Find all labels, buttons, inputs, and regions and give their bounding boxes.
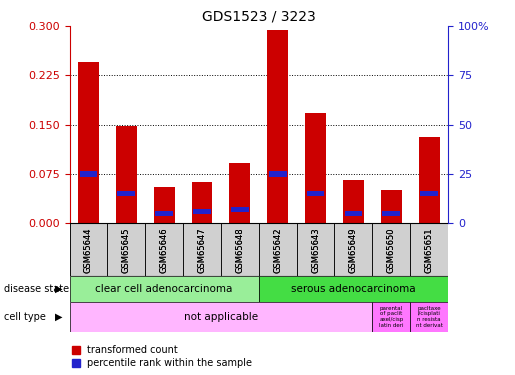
Text: GSM65644: GSM65644 bbox=[84, 227, 93, 273]
Bar bbox=[183, 223, 221, 276]
Text: GSM65650: GSM65650 bbox=[387, 227, 396, 273]
Text: GSM65650: GSM65650 bbox=[387, 227, 396, 273]
Text: cell type: cell type bbox=[4, 312, 46, 322]
Text: GSM65643: GSM65643 bbox=[311, 227, 320, 273]
Bar bbox=[70, 302, 372, 332]
Text: GSM65642: GSM65642 bbox=[273, 227, 282, 273]
Text: GSM65649: GSM65649 bbox=[349, 227, 358, 273]
Text: GSM65647: GSM65647 bbox=[198, 227, 207, 273]
Legend: transformed count, percentile rank within the sample: transformed count, percentile rank withi… bbox=[72, 345, 252, 368]
Title: GDS1523 / 3223: GDS1523 / 3223 bbox=[202, 10, 316, 24]
Text: serous adenocarcinoma: serous adenocarcinoma bbox=[291, 284, 416, 294]
Bar bbox=[383, 211, 400, 216]
Bar bbox=[230, 163, 250, 223]
Text: GSM65643: GSM65643 bbox=[311, 227, 320, 273]
Text: GSM65649: GSM65649 bbox=[349, 227, 358, 273]
Bar bbox=[78, 62, 99, 223]
Bar bbox=[420, 191, 438, 196]
Bar bbox=[269, 171, 286, 177]
Text: ▶: ▶ bbox=[55, 312, 62, 322]
Bar bbox=[116, 126, 136, 223]
Bar bbox=[193, 209, 211, 214]
Bar bbox=[410, 223, 448, 276]
Bar bbox=[307, 191, 324, 196]
Text: GSM65642: GSM65642 bbox=[273, 227, 282, 273]
Text: GSM65648: GSM65648 bbox=[235, 227, 244, 273]
Bar bbox=[117, 191, 135, 196]
Bar bbox=[70, 223, 107, 276]
Bar bbox=[343, 180, 364, 223]
Text: disease state: disease state bbox=[4, 284, 69, 294]
Text: ▶: ▶ bbox=[55, 284, 62, 294]
Bar bbox=[305, 113, 326, 223]
Text: GSM65645: GSM65645 bbox=[122, 227, 131, 273]
Text: parental
of paclit
axel/cisp
latin deri: parental of paclit axel/cisp latin deri bbox=[379, 306, 404, 328]
Text: GSM65645: GSM65645 bbox=[122, 227, 131, 273]
Bar bbox=[267, 30, 288, 223]
Bar bbox=[154, 187, 175, 223]
Text: GSM65651: GSM65651 bbox=[425, 227, 434, 273]
Bar bbox=[345, 211, 362, 216]
Bar bbox=[221, 223, 259, 276]
Text: GSM65651: GSM65651 bbox=[425, 227, 434, 273]
Bar bbox=[80, 171, 97, 177]
Text: GSM65647: GSM65647 bbox=[198, 227, 207, 273]
Text: GSM65648: GSM65648 bbox=[235, 227, 244, 273]
Text: pacltaxe
l/cisplati
n resista
nt derivat: pacltaxe l/cisplati n resista nt derivat bbox=[416, 306, 442, 328]
Text: GSM65646: GSM65646 bbox=[160, 227, 168, 273]
Bar bbox=[259, 276, 448, 302]
Bar bbox=[156, 211, 173, 216]
Bar bbox=[107, 223, 145, 276]
Text: clear cell adenocarcinoma: clear cell adenocarcinoma bbox=[95, 284, 233, 294]
Bar bbox=[410, 302, 448, 332]
Bar bbox=[419, 136, 439, 223]
Bar bbox=[231, 207, 249, 212]
Bar bbox=[70, 276, 259, 302]
Text: GSM65646: GSM65646 bbox=[160, 227, 168, 273]
Bar bbox=[297, 223, 335, 276]
Bar bbox=[145, 223, 183, 276]
Bar bbox=[192, 183, 212, 223]
Bar bbox=[335, 223, 372, 276]
Bar bbox=[381, 190, 402, 223]
Text: GSM65644: GSM65644 bbox=[84, 227, 93, 273]
Bar bbox=[259, 223, 297, 276]
Text: not applicable: not applicable bbox=[184, 312, 258, 322]
Bar bbox=[372, 223, 410, 276]
Bar bbox=[372, 302, 410, 332]
